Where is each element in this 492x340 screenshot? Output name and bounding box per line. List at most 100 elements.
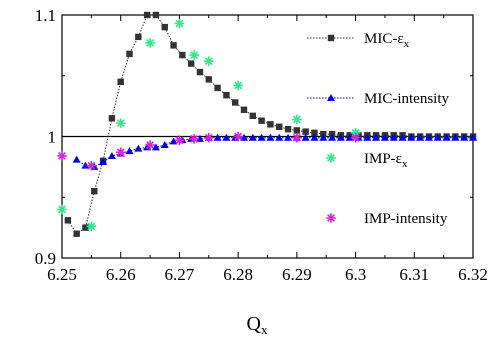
data-point <box>350 132 361 143</box>
data-point <box>389 133 398 141</box>
legend-marker <box>327 94 335 101</box>
data-point <box>232 99 239 106</box>
data-point <box>469 133 477 141</box>
data-point <box>302 128 309 135</box>
data-point <box>189 50 199 60</box>
data-point <box>170 42 177 49</box>
data-point <box>292 132 302 143</box>
data-point <box>258 117 265 124</box>
data-point <box>160 141 169 149</box>
data-point <box>57 204 67 215</box>
x-tick-label: 6.25 <box>47 265 77 284</box>
data-point <box>301 133 310 141</box>
data-point <box>126 50 133 58</box>
data-point <box>284 126 292 133</box>
y-tick-label: 1 <box>48 128 57 147</box>
x-axis-label-main: Q <box>247 313 262 335</box>
data-point <box>115 147 126 158</box>
data-point <box>151 143 160 151</box>
data-point <box>195 134 204 142</box>
data-point <box>108 115 116 122</box>
data-point <box>107 151 116 159</box>
data-point <box>81 161 90 169</box>
y-tick-label: 0.9 <box>35 249 56 268</box>
data-point <box>336 133 345 141</box>
data-point <box>64 217 72 224</box>
data-point <box>187 60 195 67</box>
data-point <box>117 78 124 86</box>
data-point <box>179 51 186 59</box>
x-tick-label: 6.32 <box>458 265 488 284</box>
x-axis: 6.25 6.26 6.27 6.28 6.29 6.3 6.31 6.32 <box>47 15 488 284</box>
data-point <box>442 133 451 141</box>
data-point <box>222 133 231 141</box>
x-tick-label: 6.26 <box>106 265 136 284</box>
legend-label: MIC-intensity <box>364 91 449 107</box>
legend-label: MIC-εx <box>364 31 410 50</box>
data-point <box>284 133 293 141</box>
y-axis: 0.9 1 1.1 <box>35 6 473 268</box>
data-point <box>86 160 97 171</box>
data-point <box>135 33 142 41</box>
data-point <box>143 11 151 19</box>
legend-marker <box>327 34 335 42</box>
data-point <box>174 135 185 145</box>
data-point <box>145 38 155 48</box>
legend: MIC-εx MIC-intensity IMP-εx IMP-intensity <box>307 31 449 227</box>
data-point <box>169 137 178 145</box>
data-point <box>407 133 416 141</box>
data-point <box>424 133 433 141</box>
data-point <box>203 132 214 143</box>
legend-label: IMP-intensity <box>364 211 448 227</box>
data-point <box>134 144 143 152</box>
data-point <box>319 133 328 141</box>
data-point <box>293 127 301 134</box>
data-point <box>213 133 222 141</box>
legend-marker <box>326 153 336 163</box>
data-point <box>73 230 80 237</box>
series-0 <box>64 11 477 237</box>
data-point <box>240 133 249 141</box>
data-point <box>91 187 98 195</box>
data-point <box>363 133 372 141</box>
data-point <box>196 68 204 76</box>
data-point <box>248 133 257 141</box>
data-point <box>161 23 168 31</box>
data-point <box>311 129 318 137</box>
series-3 <box>57 131 361 171</box>
data-point <box>380 133 389 141</box>
data-point <box>189 134 199 144</box>
data-point <box>275 133 284 141</box>
data-point <box>86 221 97 232</box>
data-point <box>115 118 126 128</box>
data-point <box>310 133 319 141</box>
y-tick-label: 1.1 <box>35 6 56 25</box>
data-point <box>240 106 248 113</box>
series-line <box>76 137 473 168</box>
series-1 <box>72 133 477 170</box>
x-tick-label: 6.31 <box>399 265 429 284</box>
data-point <box>267 121 274 128</box>
data-point <box>372 133 381 141</box>
data-point <box>205 76 212 83</box>
data-point <box>223 91 230 99</box>
data-point <box>125 147 134 155</box>
data-point <box>72 155 81 163</box>
data-point <box>460 133 469 141</box>
x-axis-label-subscript: x <box>261 322 268 337</box>
data-point <box>214 84 221 92</box>
data-point <box>345 133 354 141</box>
x-tick-label: 6.29 <box>282 265 312 284</box>
data-point <box>266 133 275 141</box>
series-2 <box>57 18 361 232</box>
data-point <box>328 133 337 141</box>
data-point <box>350 128 361 138</box>
x-tick-label: 6.3 <box>345 265 366 284</box>
data-point <box>57 151 67 161</box>
data-point <box>152 11 160 19</box>
data-point <box>99 158 108 166</box>
data-point <box>257 133 266 141</box>
data-point <box>398 133 407 141</box>
x-tick-label: 6.27 <box>165 265 195 284</box>
